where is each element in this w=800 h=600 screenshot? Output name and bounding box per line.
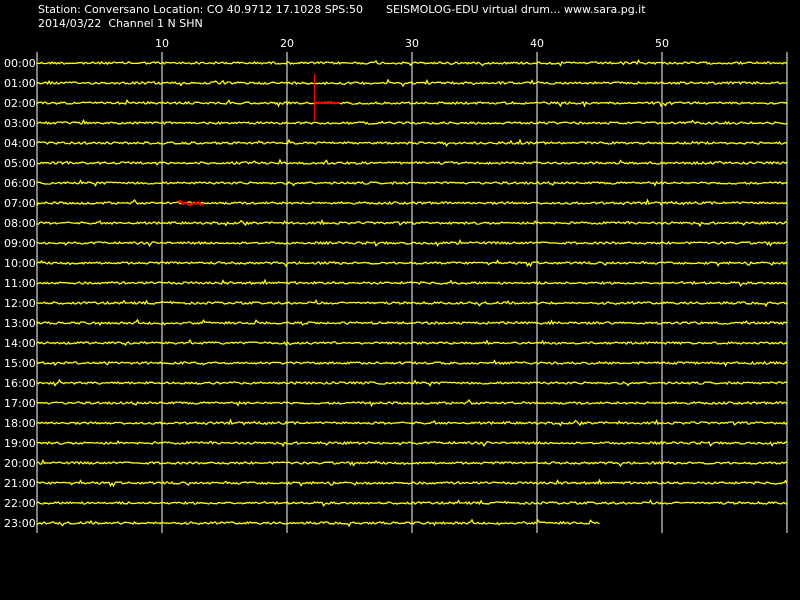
minute-tick-label: 10 <box>155 37 169 50</box>
hour-label: 14:00 <box>4 337 36 350</box>
trace-line <box>36 440 788 448</box>
hour-label: 02:00 <box>4 97 36 110</box>
minute-tick-label: 50 <box>655 37 669 50</box>
hour-label: 08:00 <box>4 217 36 230</box>
trace-line <box>36 299 788 308</box>
trace-line <box>36 378 788 388</box>
trace-line <box>36 478 788 488</box>
trace-line <box>36 499 788 507</box>
hour-label: 19:00 <box>4 437 36 450</box>
hour-label: 23:00 <box>4 517 36 530</box>
trace-line <box>36 278 788 287</box>
date-channel-info: 2014/03/22 Channel 1 N SHN <box>38 17 203 30</box>
trace-line <box>36 118 788 126</box>
hour-label: 09:00 <box>4 237 36 250</box>
trace-line <box>36 359 788 368</box>
event-marker <box>178 199 204 207</box>
hour-label: 20:00 <box>4 457 36 470</box>
hour-label: 01:00 <box>4 77 36 90</box>
program-info: SEISMOLOG-EDU virtual drum... www.sara.p… <box>386 3 646 16</box>
hour-label: 03:00 <box>4 117 36 130</box>
trace-line <box>36 138 788 148</box>
trace-line <box>36 238 788 248</box>
trace-line <box>36 179 788 188</box>
trace-line <box>36 398 788 408</box>
minute-tick-label: 30 <box>405 37 419 50</box>
hour-label: 17:00 <box>4 397 36 410</box>
trace-line <box>36 259 788 268</box>
hour-label: 00:00 <box>4 57 36 70</box>
trace-line <box>36 59 788 67</box>
trace-line <box>36 338 788 347</box>
hour-label: 06:00 <box>4 177 36 190</box>
hour-label: 11:00 <box>4 277 36 290</box>
hour-label: 07:00 <box>4 197 36 210</box>
hour-label: 12:00 <box>4 297 36 310</box>
hour-label: 21:00 <box>4 477 36 490</box>
hour-label: 13:00 <box>4 317 36 330</box>
trace-line <box>36 78 788 88</box>
hour-label: 04:00 <box>4 137 36 150</box>
trace-line <box>36 98 788 108</box>
hour-label: 05:00 <box>4 157 36 170</box>
trace-line <box>36 518 600 528</box>
hour-label: 10:00 <box>4 257 36 270</box>
hour-label: 16:00 <box>4 377 36 390</box>
minute-tick-label: 40 <box>530 37 544 50</box>
trace-line <box>36 198 788 207</box>
hour-label: 15:00 <box>4 357 36 370</box>
trace-line <box>36 458 788 468</box>
station-info: Station: Conversano Location: CO 40.9712… <box>38 3 363 16</box>
trace-line <box>36 219 788 228</box>
minute-tick-label: 20 <box>280 37 294 50</box>
hour-label: 22:00 <box>4 497 36 510</box>
trace-line <box>36 418 788 427</box>
hour-label: 18:00 <box>4 417 36 430</box>
trace-line <box>36 318 788 327</box>
trace-line <box>36 158 788 166</box>
